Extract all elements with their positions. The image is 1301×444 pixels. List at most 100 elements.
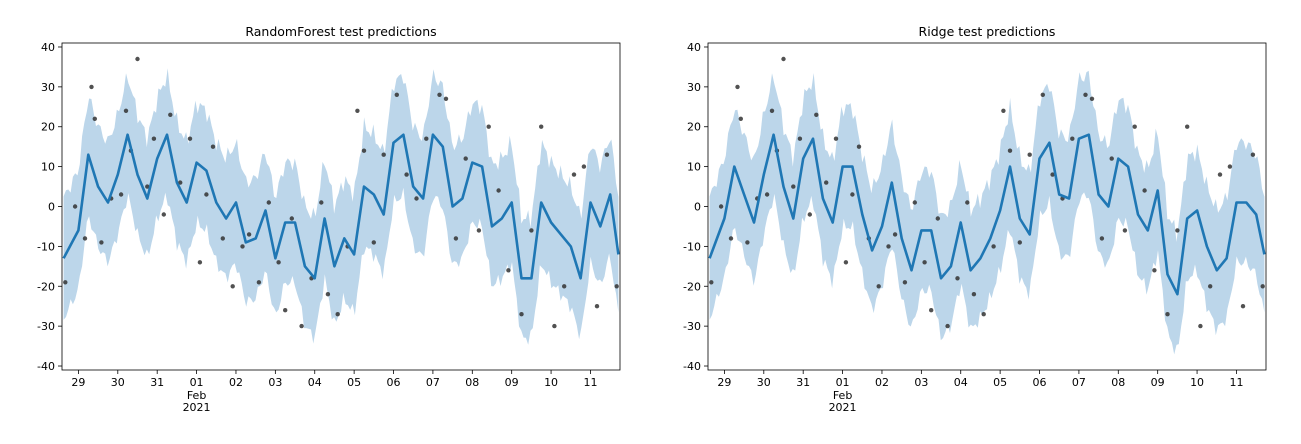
x-tick-label: 03 <box>268 376 282 389</box>
observed-point <box>709 280 714 285</box>
observed-point <box>161 212 166 217</box>
observed-point <box>135 56 140 62</box>
confidence-band <box>709 70 1265 355</box>
observed-point <box>562 284 567 289</box>
observed-point <box>764 192 770 197</box>
y-tick-label: -40 <box>683 360 701 373</box>
chart-title: Ridge test predictions <box>919 24 1056 39</box>
observed-point <box>118 192 124 197</box>
x-tick-label: 07 <box>426 376 440 389</box>
observed-point <box>912 200 917 205</box>
x-tick-label: 10 <box>1190 376 1204 389</box>
observed-point <box>178 180 183 185</box>
observed-point <box>266 200 271 205</box>
observed-point <box>355 108 360 114</box>
observed-point <box>443 96 449 102</box>
observed-point <box>886 244 891 249</box>
x-tick-label: 02 <box>875 376 889 389</box>
observed-point <box>738 116 743 122</box>
observed-point <box>289 216 294 221</box>
observed-point <box>529 228 534 233</box>
observed-point <box>1142 188 1147 193</box>
x-tick-label: 29 <box>717 376 731 389</box>
observed-point <box>371 240 376 245</box>
y-tick-label: -10 <box>37 240 55 253</box>
chart-title: RandomForest test predictions <box>245 24 436 39</box>
observed-point <box>945 323 950 329</box>
observed-point <box>735 84 740 90</box>
observed-point <box>476 228 482 233</box>
observed-point <box>89 84 94 90</box>
observed-point <box>394 92 399 98</box>
y-tick-label: 10 <box>687 161 701 174</box>
observed-point <box>506 268 511 273</box>
x-tick-sublabel: 2021 <box>183 401 211 414</box>
x-tick-sublabel: Feb <box>833 389 852 402</box>
observed-point <box>246 232 252 237</box>
observed-point <box>486 124 491 129</box>
observed-point <box>197 260 203 265</box>
observed-point <box>1017 240 1022 245</box>
x-tick-label: 05 <box>347 376 361 389</box>
observed-point <box>728 236 734 241</box>
x-tick-label: 09 <box>505 376 519 389</box>
observed-point <box>335 312 340 317</box>
observed-point <box>856 144 862 149</box>
observed-point <box>1083 92 1088 98</box>
observed-point <box>892 232 898 237</box>
y-tick-label: -40 <box>37 360 55 373</box>
x-tick-label: 08 <box>1111 376 1125 389</box>
observed-point <box>781 56 786 62</box>
observed-point <box>594 304 600 309</box>
observed-point <box>276 260 281 265</box>
observed-point <box>496 188 501 193</box>
observed-point <box>145 184 150 189</box>
observed-point <box>797 136 803 141</box>
x-tick-label: 11 <box>1229 376 1243 389</box>
observed-point <box>971 292 977 297</box>
x-tick-label: 04 <box>954 376 968 389</box>
observed-point <box>424 136 429 141</box>
observed-point <box>210 144 216 149</box>
y-tick-label: -20 <box>37 280 55 293</box>
observed-point <box>63 280 68 285</box>
y-axis: -40 -30 -20 -10 0 10 20 30 40 <box>683 41 708 373</box>
observed-point <box>745 240 750 245</box>
observed-points <box>709 56 1265 329</box>
observed-point <box>437 92 442 98</box>
observed-point <box>824 180 829 185</box>
x-tick-sublabel: Feb <box>187 389 206 402</box>
observed-point <box>151 136 157 141</box>
observed-point <box>319 200 324 205</box>
x-tick-label: 30 <box>111 376 125 389</box>
observed-point <box>99 240 104 245</box>
observed-point <box>955 276 960 281</box>
y-tick-label: 30 <box>687 81 701 94</box>
observed-point <box>1040 92 1046 98</box>
x-tick-label: 05 <box>993 376 1007 389</box>
observed-point <box>240 244 245 249</box>
observed-point <box>833 136 839 141</box>
observed-point <box>1227 164 1233 169</box>
observed-point <box>168 112 173 118</box>
observed-point <box>299 323 304 329</box>
x-tick-label: 31 <box>796 376 810 389</box>
observed-point <box>1122 228 1128 233</box>
observed-point <box>571 172 577 177</box>
observed-point <box>256 280 262 285</box>
observed-point <box>1240 304 1246 309</box>
y-tick-label: 10 <box>41 161 55 174</box>
observed-point <box>404 172 409 177</box>
y-tick-label: 0 <box>48 201 55 214</box>
observed-point <box>718 204 724 209</box>
observed-point <box>902 280 908 285</box>
observed-point <box>981 312 986 317</box>
observed-point <box>1027 152 1032 157</box>
x-tick-label: 07 <box>1072 376 1086 389</box>
x-tick-label: 06 <box>387 376 401 389</box>
x-tick-sublabel: 2021 <box>829 401 857 414</box>
